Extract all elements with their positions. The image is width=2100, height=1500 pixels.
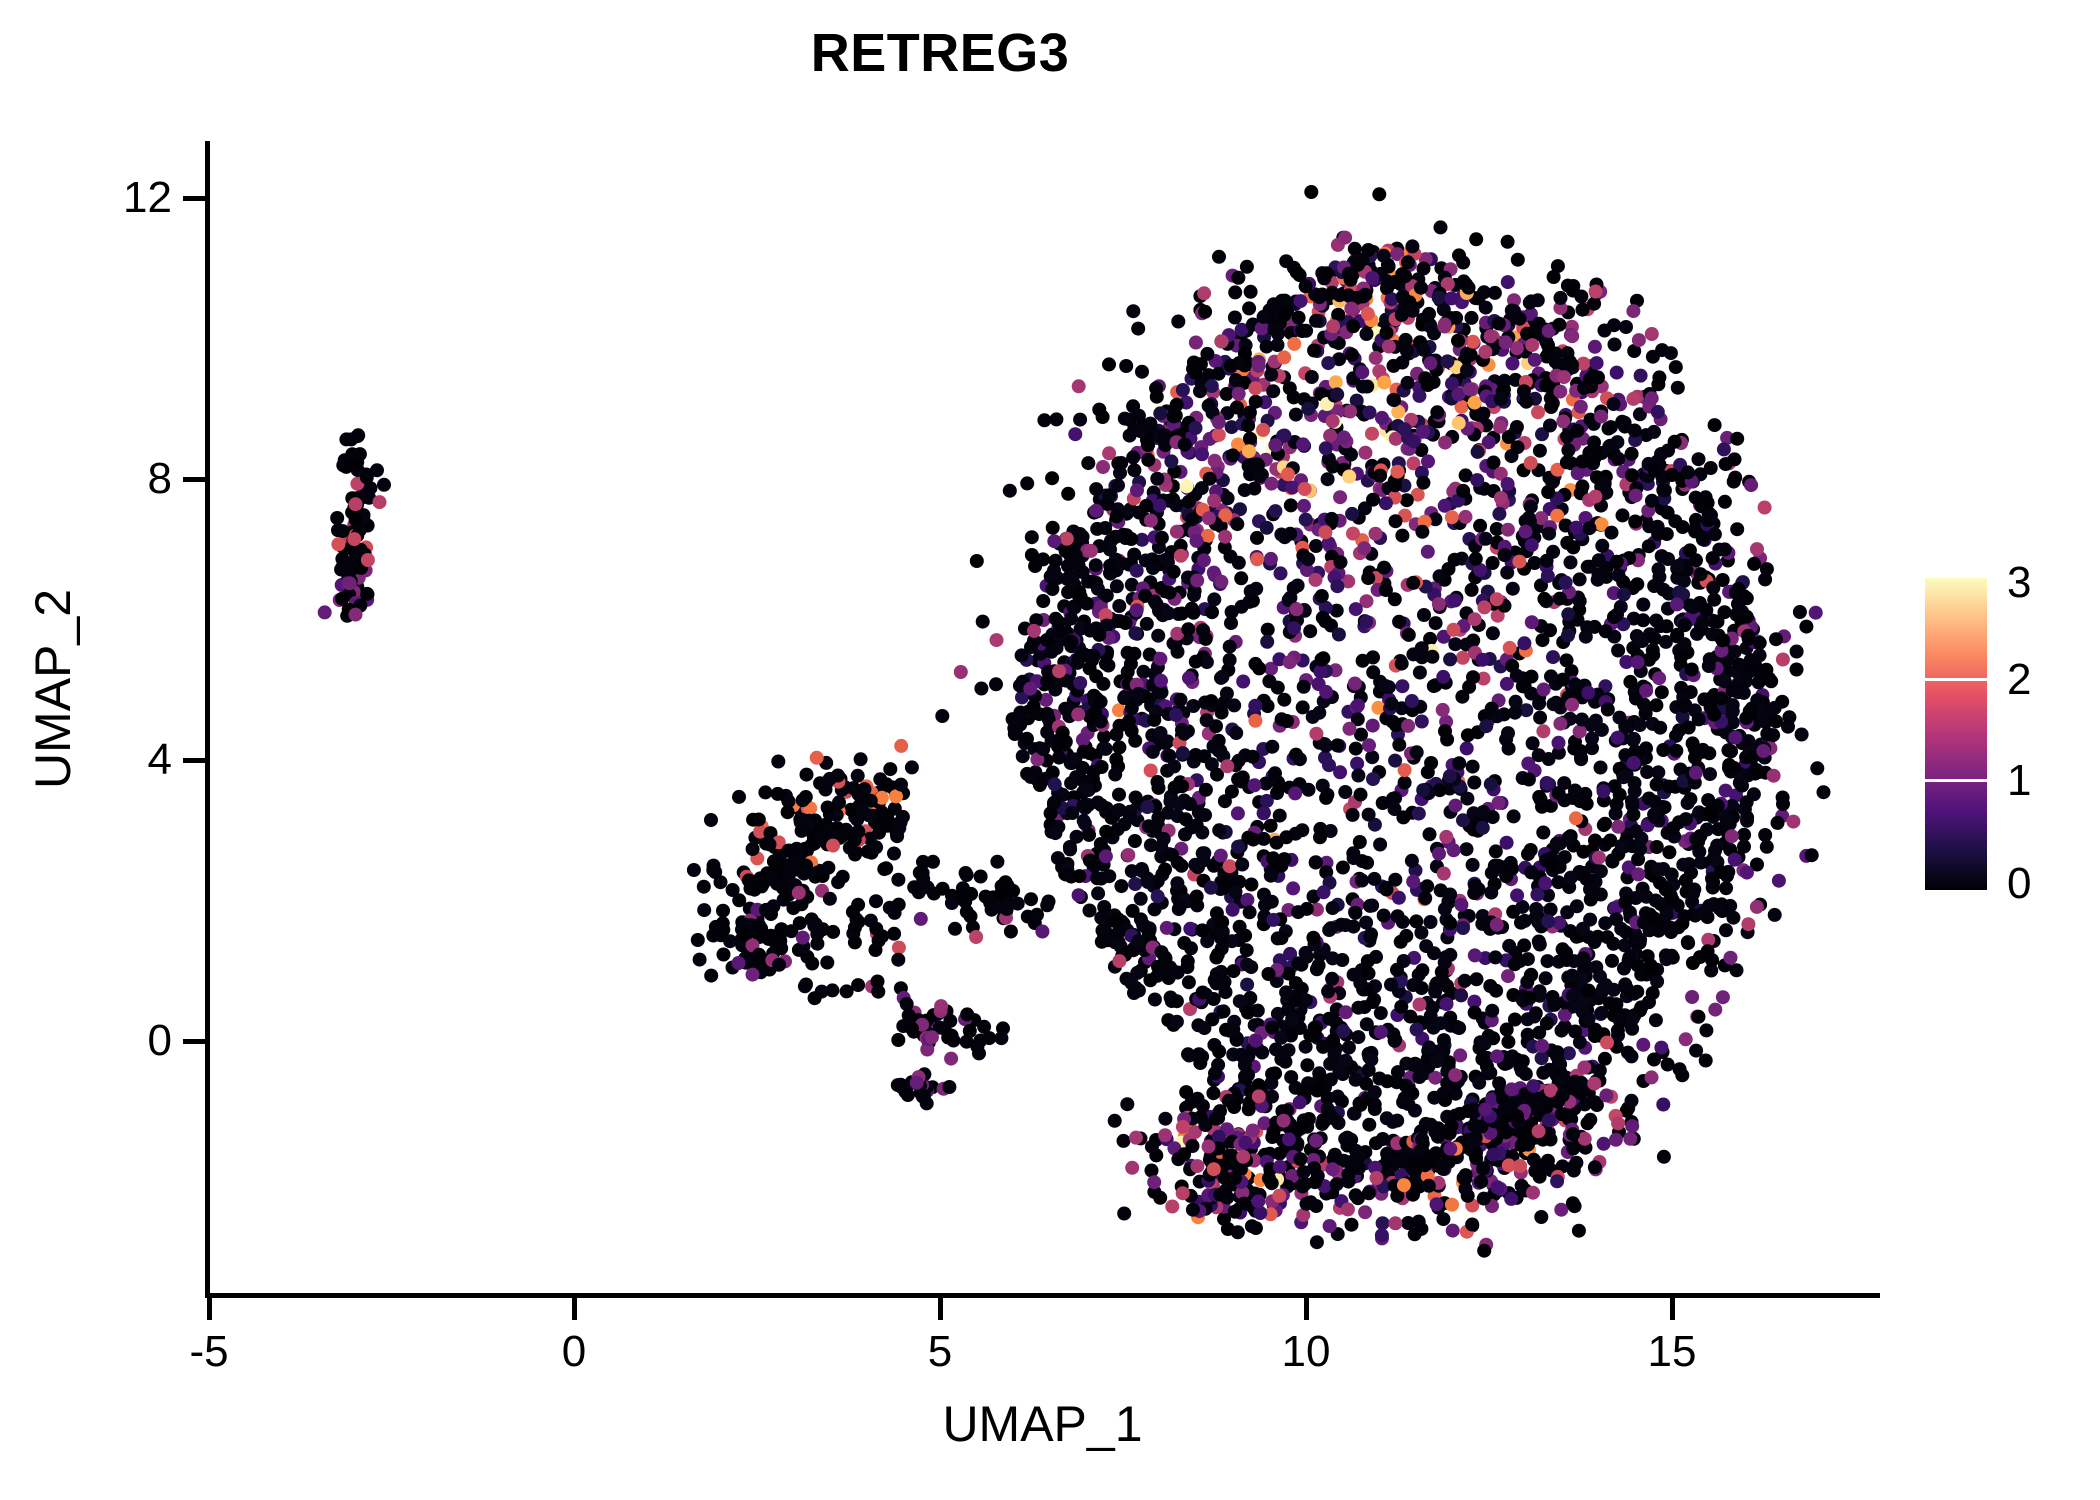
y-tick-mark-4 bbox=[183, 758, 205, 763]
page-title: RETREG3 bbox=[810, 23, 1070, 83]
x-tick-mark-15 bbox=[1670, 1298, 1675, 1320]
x-tick-label-15: 15 bbox=[1647, 1327, 1697, 1376]
x-tick-label-5: 5 bbox=[927, 1327, 953, 1376]
x-tick-label-0: 0 bbox=[561, 1327, 587, 1376]
x-tick-mark-0 bbox=[572, 1298, 577, 1320]
y-tick-label-12: 12 bbox=[123, 173, 172, 222]
colorbar-label-1: 1 bbox=[2007, 756, 2032, 805]
y-tick-mark-12 bbox=[183, 196, 205, 201]
y-axis-title: UMAP_2 bbox=[25, 588, 81, 790]
y-tick-label-0: 0 bbox=[147, 1016, 172, 1065]
colorbar-legend: 3 2 1 0 bbox=[1925, 558, 2085, 908]
colorbar-tick-3 bbox=[1925, 581, 1987, 584]
x-tick-mark-5 bbox=[938, 1298, 943, 1320]
x-axis-title: UMAP_1 bbox=[942, 1396, 1143, 1452]
y-axis-line bbox=[205, 141, 210, 1298]
y-tick-mark-0 bbox=[183, 1039, 205, 1044]
x-tick-mark-10 bbox=[1304, 1298, 1309, 1320]
colorbar-tick-1 bbox=[1925, 779, 1987, 782]
colorbar-gradient bbox=[1925, 578, 1987, 890]
colorbar-label-3: 3 bbox=[2007, 558, 2032, 607]
x-tick-label-minus5: -5 bbox=[189, 1327, 229, 1376]
colorbar-label-0: 0 bbox=[2007, 859, 2032, 908]
x-tick-mark-minus5 bbox=[207, 1298, 212, 1320]
y-tick-label-8: 8 bbox=[147, 454, 172, 503]
x-axis-line bbox=[205, 1293, 1880, 1298]
colorbar-label-2: 2 bbox=[2007, 655, 2032, 704]
colorbar-tick-2 bbox=[1925, 678, 1987, 681]
x-tick-label-10: 10 bbox=[1281, 1327, 1331, 1376]
y-tick-mark-8 bbox=[183, 477, 205, 482]
y-tick-label-4: 4 bbox=[147, 735, 172, 784]
colorbar-tick-0 bbox=[1925, 882, 1987, 885]
